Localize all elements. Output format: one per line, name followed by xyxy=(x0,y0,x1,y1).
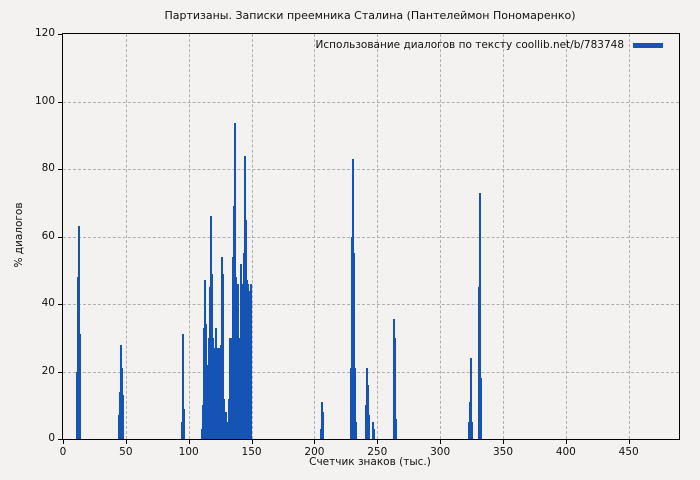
x-tick-mark xyxy=(565,440,567,444)
impulse-bar xyxy=(221,273,224,439)
impulse-bar xyxy=(216,354,219,439)
impulse-bar xyxy=(480,378,483,439)
x-tick-mark xyxy=(125,440,127,444)
impulse-bar xyxy=(183,408,186,439)
y-tick-mark xyxy=(58,101,62,103)
y-tick-label: 60 xyxy=(41,229,55,242)
impulse-bar xyxy=(354,422,357,439)
impulse-bar xyxy=(470,398,473,439)
x-tick-label: 100 xyxy=(178,446,199,458)
y-gridline xyxy=(63,371,679,373)
y-tick-mark xyxy=(58,304,62,305)
y-tick-mark xyxy=(58,371,62,373)
y-gridline xyxy=(63,101,679,103)
impulse-bar xyxy=(79,374,82,439)
x-tick-label: 350 xyxy=(492,446,514,458)
impulse-bar xyxy=(471,422,474,439)
x-tick-mark xyxy=(440,440,442,444)
chart-title: Партизаны. Записки преемника Сталина (Па… xyxy=(164,9,576,22)
impulse-bar xyxy=(233,123,236,439)
x-tick-mark xyxy=(628,440,630,444)
x-tick-label: 150 xyxy=(241,446,262,458)
x-tick-label: 300 xyxy=(430,446,451,458)
x-tick-label: 200 xyxy=(304,446,325,458)
y-gridline xyxy=(63,236,679,238)
x-tick-label: 400 xyxy=(555,446,576,458)
x-tick-label: 250 xyxy=(367,446,388,458)
y-tick-label: 100 xyxy=(34,94,55,107)
y-tick-label: 0 xyxy=(48,432,55,444)
x-tick-mark xyxy=(503,440,504,444)
impulse-bar xyxy=(394,418,397,439)
x-tick-mark xyxy=(314,440,316,444)
y-tick-mark xyxy=(58,236,62,238)
x-tick-mark xyxy=(251,440,253,444)
y-tick-label: 120 xyxy=(34,27,55,39)
impulse-bar xyxy=(77,226,80,439)
y-tick-mark xyxy=(58,439,62,440)
legend-swatch xyxy=(633,42,663,48)
impulse-bar xyxy=(122,425,125,439)
impulse-bar xyxy=(366,385,369,439)
y-tick-mark xyxy=(58,169,62,170)
impulse-bar xyxy=(353,368,356,439)
impulse-bar xyxy=(250,283,253,439)
y-tick-label: 20 xyxy=(41,364,55,377)
x-tick-mark xyxy=(188,440,190,444)
y-tick-label: 40 xyxy=(41,297,55,309)
legend: Использование диалогов по тексту coollib… xyxy=(316,39,663,51)
y-gridline xyxy=(63,169,679,170)
impulse-bar xyxy=(372,428,375,439)
x-tick-mark xyxy=(63,440,64,444)
impulse-bar xyxy=(367,415,370,439)
y-tick-label: 80 xyxy=(41,162,55,174)
x-tick-label: 50 xyxy=(119,446,133,458)
y-gridline xyxy=(63,304,679,305)
impulse-bar xyxy=(121,395,124,439)
impulse-bar xyxy=(479,192,482,439)
impulse-bar xyxy=(394,337,396,439)
x-tick-label: 0 xyxy=(59,446,67,458)
y-tick-mark xyxy=(58,34,62,35)
impulse-bar xyxy=(218,347,221,439)
impulse-bar xyxy=(225,412,228,439)
plot-area: Использование диалогов по тексту coollib… xyxy=(35,27,680,458)
impulse-bar xyxy=(242,253,245,439)
impulse-bar xyxy=(223,398,226,439)
legend-label: Использование диалогов по тексту coollib… xyxy=(315,39,624,51)
x-tick-mark xyxy=(377,440,379,444)
x-axis-title: Счетчик знаков (тыс.) xyxy=(309,456,431,468)
impulse-bar xyxy=(322,412,325,439)
impulse-bar xyxy=(182,334,185,439)
impulse-bar xyxy=(352,253,355,439)
impulse-bar xyxy=(224,422,227,439)
x-tick-label: 450 xyxy=(618,446,639,458)
